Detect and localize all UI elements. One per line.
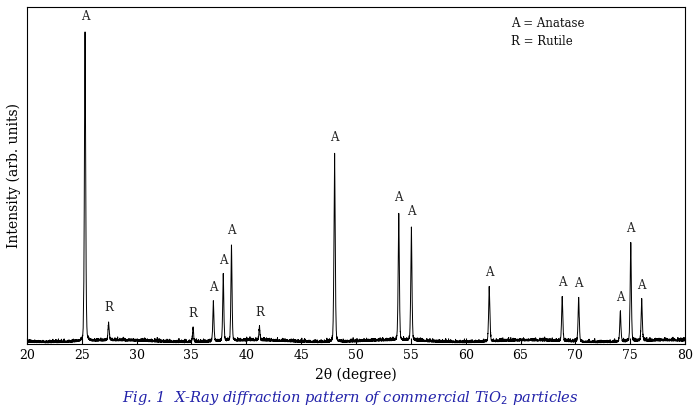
Y-axis label: Intensity (arb. units): Intensity (arb. units) xyxy=(7,103,21,248)
Text: A: A xyxy=(558,276,566,289)
Text: A: A xyxy=(638,278,646,291)
Text: A: A xyxy=(485,265,494,278)
Text: A: A xyxy=(209,281,218,294)
Text: Fig. 1  X-Ray diffraction pattern of commercial TiO$_2$ particles: Fig. 1 X-Ray diffraction pattern of comm… xyxy=(122,389,578,407)
Text: A: A xyxy=(626,222,635,235)
Text: A = Anatase
R = Rutile: A = Anatase R = Rutile xyxy=(510,17,584,48)
Text: A: A xyxy=(616,291,624,304)
Text: A: A xyxy=(228,224,236,237)
Text: R: R xyxy=(188,307,197,320)
Text: A: A xyxy=(330,131,339,144)
Text: A: A xyxy=(80,10,90,23)
X-axis label: 2θ (degree): 2θ (degree) xyxy=(315,368,397,382)
Text: A: A xyxy=(395,191,403,204)
Text: A: A xyxy=(575,277,583,290)
Text: A: A xyxy=(407,205,416,218)
Text: R: R xyxy=(255,307,264,320)
Text: R: R xyxy=(104,301,113,314)
Text: A: A xyxy=(219,254,228,267)
